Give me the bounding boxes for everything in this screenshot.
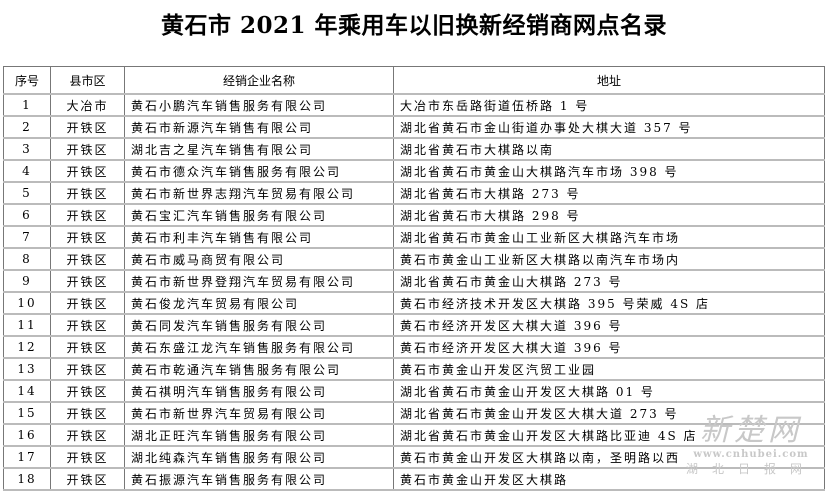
cell-district: 开铁区	[50, 247, 125, 271]
cell-address: 黄石市经济开发区大棋大道 396 号	[393, 335, 825, 359]
cell-district: 开铁区	[50, 115, 125, 139]
cell-company: 黄石俊龙汽车贸易有限公司	[124, 291, 394, 315]
table-row: 2 开铁区 黄石市新源汽车销售有限公司 湖北省黄石市金山街道办事处大棋大道 357 号	[3, 115, 825, 139]
header-district: 县市区	[50, 66, 125, 95]
cell-company: 黄石宝汇汽车销售服务有限公司	[124, 203, 394, 227]
table-row: 10 开铁区 黄石俊龙汽车贸易有限公司 黄石市经济技术开发区大棋路 395 号荣威 4…	[3, 291, 825, 315]
table-row: 5 开铁区 黄石市新世界志翔汽车贸易有限公司 湖北省黄石市大棋路 273 号	[3, 181, 825, 205]
cell-company: 黄石市新世界登翔汽车贸易有限公司	[124, 269, 394, 293]
cell-district: 开铁区	[50, 137, 125, 161]
page-title: 黄石市 2021 年乘用车以旧换新经销商网点名录	[160, 12, 668, 39]
header-address: 地址	[393, 66, 825, 95]
cell-company: 黄石小鹏汽车销售服务有限公司	[124, 93, 394, 117]
cell-district: 开铁区	[50, 335, 125, 359]
watermark-logo: 新楚网 www.cnhubei.com 湖北日报网	[685, 413, 816, 476]
table-row: 6 开铁区 黄石宝汇汽车销售服务有限公司 湖北省黄石市大棋路 298 号	[3, 203, 825, 227]
cell-district: 开铁区	[50, 313, 125, 337]
cell-index: 3	[3, 137, 51, 161]
cell-address: 黄石市黄金山工业新区大棋路以南汽车市场内	[393, 247, 825, 271]
cell-index: 7	[3, 225, 51, 249]
cell-district: 开铁区	[50, 159, 125, 183]
cell-district: 开铁区	[50, 225, 125, 249]
cell-company: 黄石市新源汽车销售有限公司	[124, 115, 394, 139]
cell-company: 黄石同发汽车销售服务有限公司	[124, 313, 394, 337]
cell-index: 18	[3, 467, 51, 491]
cell-company: 湖北吉之星汽车销售有限公司	[124, 137, 394, 161]
cell-address: 大冶市东岳路街道伍桥路 1 号	[393, 93, 825, 117]
cell-index: 13	[3, 357, 51, 381]
cell-company: 黄石市利丰汽车销售有限公司	[124, 225, 394, 249]
cell-district: 大冶市	[50, 93, 125, 117]
table-row: 14 开铁区 黄石祺明汽车销售服务有限公司 湖北省黄石市黄金山开发区大棋路 01 号	[3, 379, 825, 403]
table-row: 8 开铁区 黄石市威马商贸有限公司 黄石市黄金山工业新区大棋路以南汽车市场内	[3, 247, 825, 271]
cell-company: 湖北纯森汽车销售服务有限公司	[124, 445, 394, 469]
cell-index: 1	[3, 93, 51, 117]
cell-index: 8	[3, 247, 51, 271]
table-row: 3 开铁区 湖北吉之星汽车销售有限公司 湖北省黄石市大棋路以南	[3, 137, 825, 161]
table-row: 11 开铁区 黄石同发汽车销售服务有限公司 黄石市经济开发区大棋大道 396 号	[3, 313, 825, 337]
cell-index: 16	[3, 423, 51, 447]
cell-district: 开铁区	[50, 203, 125, 227]
cell-company: 黄石市新世界汽车贸易有限公司	[124, 401, 394, 425]
cell-index: 17	[3, 445, 51, 469]
table-row: 9 开铁区 黄石市新世界登翔汽车贸易有限公司 湖北省黄石市黄金山大棋路 273 号	[3, 269, 825, 293]
cell-district: 开铁区	[50, 467, 125, 491]
header-company: 经销企业名称	[124, 66, 394, 95]
cell-index: 2	[3, 115, 51, 139]
cell-district: 开铁区	[50, 269, 125, 293]
cell-address: 湖北省黄石市大棋路 273 号	[393, 181, 825, 205]
cell-company: 黄石市威马商贸有限公司	[124, 247, 394, 271]
cell-address: 湖北省黄石市黄金山大棋路 273 号	[393, 269, 825, 293]
cell-address: 黄石市黄金山开发区汽贸工业园	[393, 357, 825, 381]
cell-company: 湖北正旺汽车销售服务有限公司	[124, 423, 394, 447]
cell-district: 开铁区	[50, 401, 125, 425]
cell-company: 黄石祺明汽车销售服务有限公司	[124, 379, 394, 403]
cell-index: 11	[3, 313, 51, 337]
cell-address: 黄石市经济开发区大棋大道 396 号	[393, 313, 825, 337]
cell-company: 黄石东盛江龙汽车销售服务有限公司	[124, 335, 394, 359]
table-row: 16 开铁区 湖北正旺汽车销售服务有限公司 湖北省黄石市黄金山开发区大棋路比亚迪 4S…	[3, 423, 825, 447]
cell-district: 开铁区	[50, 357, 125, 381]
cell-address: 湖北省黄石市黄金山大棋路汽车市场 398 号	[393, 159, 825, 183]
cell-index: 4	[3, 159, 51, 183]
cell-address: 湖北省黄石市黄金山开发区大棋大道 273 号	[393, 401, 825, 425]
cell-company: 黄石市德众汽车销售服务有限公司	[124, 159, 394, 183]
cell-district: 开铁区	[50, 423, 125, 447]
table-row: 4 开铁区 黄石市德众汽车销售服务有限公司 湖北省黄石市黄金山大棋路汽车市场 398 …	[3, 159, 825, 183]
table-row: 13 开铁区 黄石市乾通汽车销售服务有限公司 黄石市黄金山开发区汽贸工业园	[3, 357, 825, 381]
cell-index: 5	[3, 181, 51, 205]
cell-district: 开铁区	[50, 181, 125, 205]
cell-district: 开铁区	[50, 291, 125, 315]
cell-district: 开铁区	[50, 379, 125, 403]
table-row: 15 开铁区 黄石市新世界汽车贸易有限公司 湖北省黄石市黄金山开发区大棋大道 273 …	[3, 401, 825, 425]
cell-index: 9	[3, 269, 51, 293]
cell-address: 湖北省黄石市大棋路 298 号	[393, 203, 825, 227]
cell-district: 开铁区	[50, 445, 125, 469]
cell-address: 黄石市黄金山开发区大棋路以南，圣明路以西	[393, 445, 825, 469]
header-index: 序号	[3, 66, 51, 95]
table-row: 12 开铁区 黄石东盛江龙汽车销售服务有限公司 黄石市经济开发区大棋大道 396 号	[3, 335, 825, 359]
cell-index: 15	[3, 401, 51, 425]
cell-address: 湖北省黄石市金山街道办事处大棋大道 357 号	[393, 115, 825, 139]
cell-company: 黄石振源汽车销售服务有限公司	[124, 467, 394, 491]
cell-company: 黄石市新世界志翔汽车贸易有限公司	[124, 181, 394, 205]
cell-index: 6	[3, 203, 51, 227]
cell-company: 黄石市乾通汽车销售服务有限公司	[124, 357, 394, 381]
table-row: 1 大冶市 黄石小鹏汽车销售服务有限公司 大冶市东岳路街道伍桥路 1 号	[3, 93, 825, 117]
cell-address: 黄石市经济技术开发区大棋路 395 号荣威 4S 店	[393, 291, 825, 315]
cell-index: 10	[3, 291, 51, 315]
cell-address: 湖北省黄石市大棋路以南	[393, 137, 825, 161]
cell-address: 湖北省黄石市黄金山开发区大棋路 01 号	[393, 379, 825, 403]
table-header-row: 序号 县市区 经销企业名称 地址	[3, 66, 825, 95]
cell-address: 湖北省黄石市黄金山工业新区大棋路汽车市场	[393, 225, 825, 249]
table-row: 7 开铁区 黄石市利丰汽车销售有限公司 湖北省黄石市黄金山工业新区大棋路汽车市场	[3, 225, 825, 249]
cell-index: 12	[3, 335, 51, 359]
cell-index: 14	[3, 379, 51, 403]
